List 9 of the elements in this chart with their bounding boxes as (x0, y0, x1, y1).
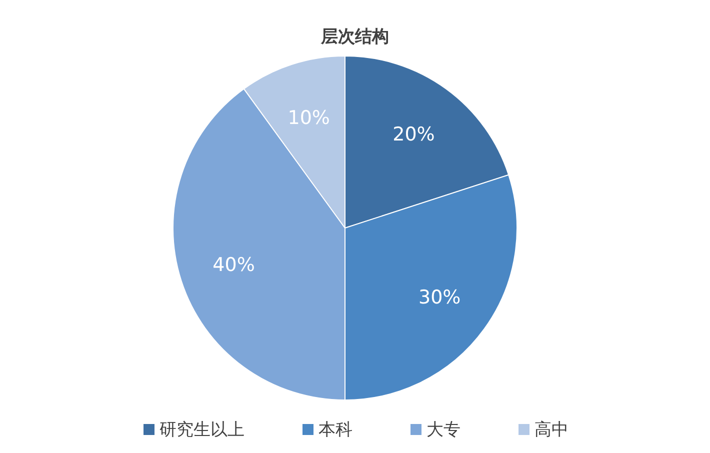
legend-label: 大专 (426, 420, 460, 440)
data-label: 10% (288, 106, 330, 129)
legend-label: 本科 (318, 420, 352, 440)
chart-title: 层次结构 (320, 27, 389, 47)
legend-label: 研究生以上 (160, 420, 244, 440)
data-label: 40% (212, 254, 255, 276)
legend-label: 高中 (534, 420, 568, 440)
data-label: 20% (392, 123, 435, 146)
data-label: 30% (418, 286, 461, 309)
